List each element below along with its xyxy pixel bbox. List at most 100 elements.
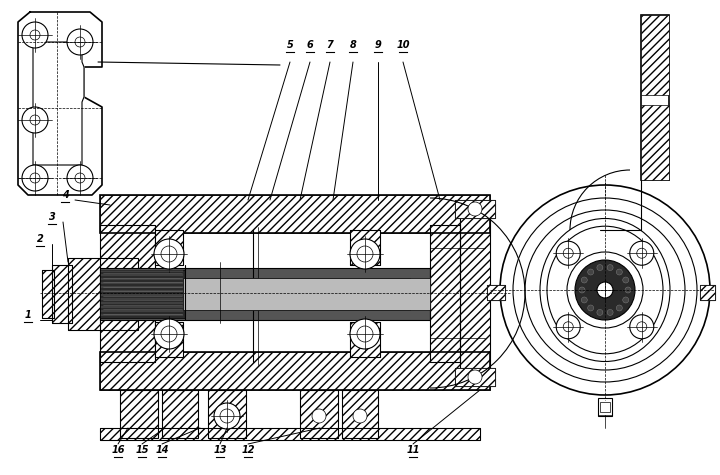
Circle shape	[357, 326, 373, 342]
Text: 9: 9	[374, 40, 382, 50]
Bar	[350, 322, 380, 357]
Circle shape	[350, 239, 380, 269]
Ellipse shape	[540, 218, 670, 361]
Bar	[100, 268, 430, 320]
Bar	[100, 195, 490, 233]
Circle shape	[67, 29, 93, 55]
Circle shape	[22, 22, 48, 48]
Circle shape	[625, 287, 631, 293]
Bar	[155, 230, 183, 265]
Circle shape	[75, 37, 85, 47]
Circle shape	[214, 403, 240, 429]
Circle shape	[30, 115, 40, 125]
Text: 2: 2	[37, 234, 43, 244]
Circle shape	[30, 30, 40, 40]
Bar	[208, 390, 246, 438]
Bar	[162, 390, 198, 438]
Bar	[430, 225, 460, 362]
Circle shape	[567, 252, 643, 328]
Bar	[350, 230, 380, 265]
Circle shape	[630, 315, 654, 339]
Bar	[208, 390, 246, 438]
Circle shape	[350, 319, 380, 349]
Bar	[350, 322, 380, 357]
Circle shape	[630, 241, 654, 265]
Ellipse shape	[547, 226, 663, 354]
Text: 7: 7	[327, 40, 333, 50]
Bar	[42, 270, 54, 318]
Bar	[120, 390, 158, 438]
Circle shape	[22, 107, 48, 133]
Bar	[460, 215, 490, 372]
Circle shape	[607, 265, 613, 271]
Circle shape	[220, 409, 234, 423]
Bar	[155, 230, 183, 265]
Circle shape	[154, 319, 184, 349]
Bar	[641, 15, 669, 180]
Bar	[455, 368, 495, 386]
Bar	[700, 285, 715, 300]
Text: 3: 3	[49, 212, 55, 222]
Circle shape	[468, 202, 482, 216]
Bar	[641, 105, 669, 180]
Bar	[100, 352, 490, 390]
Circle shape	[312, 409, 326, 423]
Circle shape	[581, 277, 588, 283]
Text: 10: 10	[396, 40, 410, 50]
Circle shape	[563, 322, 573, 332]
Text: 14: 14	[156, 445, 168, 455]
Bar	[100, 352, 490, 390]
Bar	[42, 270, 54, 318]
Circle shape	[588, 305, 594, 311]
Bar	[342, 390, 378, 438]
Bar	[342, 390, 378, 438]
Circle shape	[161, 246, 177, 262]
Circle shape	[575, 260, 635, 320]
Bar	[455, 200, 495, 218]
Bar	[52, 265, 72, 323]
Circle shape	[513, 198, 697, 382]
Circle shape	[636, 322, 647, 332]
Circle shape	[557, 315, 580, 339]
Bar	[68, 258, 138, 330]
Text: 13: 13	[213, 445, 227, 455]
Bar	[700, 285, 715, 300]
Circle shape	[357, 246, 373, 262]
Bar	[155, 322, 183, 357]
Text: 6: 6	[307, 40, 313, 50]
Polygon shape	[18, 12, 102, 195]
Bar	[300, 390, 338, 438]
Bar	[100, 428, 480, 440]
Bar	[120, 390, 158, 438]
Bar	[350, 230, 380, 265]
Bar	[183, 278, 430, 310]
Circle shape	[597, 309, 603, 315]
Circle shape	[636, 248, 647, 258]
Circle shape	[597, 265, 603, 271]
Bar	[460, 215, 490, 372]
Bar	[100, 225, 155, 362]
Circle shape	[468, 370, 482, 384]
Bar	[52, 265, 72, 323]
Circle shape	[616, 305, 622, 311]
Circle shape	[616, 269, 622, 275]
Text: 4: 4	[62, 190, 68, 200]
Circle shape	[154, 239, 184, 269]
Circle shape	[75, 173, 85, 183]
Circle shape	[525, 210, 685, 370]
Circle shape	[22, 165, 48, 191]
Bar	[100, 195, 490, 233]
Circle shape	[563, 248, 573, 258]
Text: 15: 15	[135, 445, 149, 455]
Circle shape	[353, 409, 367, 423]
Bar	[162, 390, 198, 438]
Text: 11: 11	[406, 445, 420, 455]
Bar	[455, 368, 495, 386]
Bar	[100, 428, 480, 440]
Bar	[300, 390, 338, 438]
Circle shape	[623, 297, 629, 303]
Bar	[600, 402, 610, 412]
Bar	[641, 15, 669, 95]
Bar	[155, 322, 183, 357]
Text: 16: 16	[112, 445, 125, 455]
